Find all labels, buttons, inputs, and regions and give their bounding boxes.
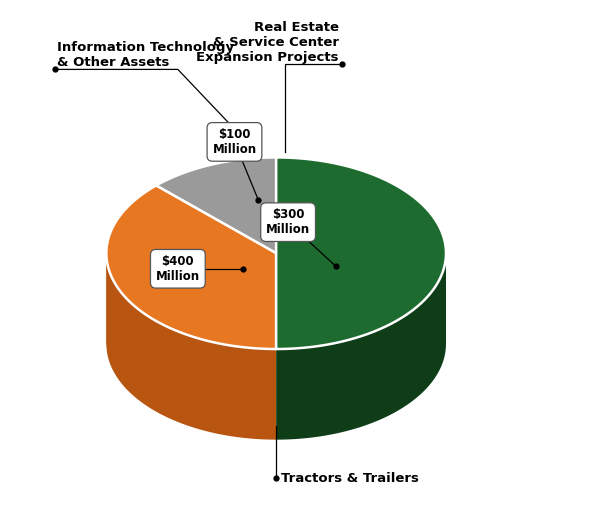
Text: $100
Million: $100 Million [212, 128, 257, 156]
Polygon shape [106, 253, 276, 345]
Polygon shape [156, 158, 276, 253]
Text: $400
Million: $400 Million [156, 255, 200, 283]
Polygon shape [276, 253, 446, 344]
Polygon shape [106, 254, 276, 440]
Text: $300
Million: $300 Million [266, 208, 310, 236]
Polygon shape [276, 158, 446, 349]
Polygon shape [106, 185, 276, 349]
Text: Real Estate
& Service Center
Expansion Projects: Real Estate & Service Center Expansion P… [196, 21, 339, 64]
Text: Tractors & Trailers: Tractors & Trailers [281, 472, 419, 485]
Text: Information Technology
& Other Assets: Information Technology & Other Assets [58, 41, 235, 69]
Polygon shape [276, 254, 446, 440]
